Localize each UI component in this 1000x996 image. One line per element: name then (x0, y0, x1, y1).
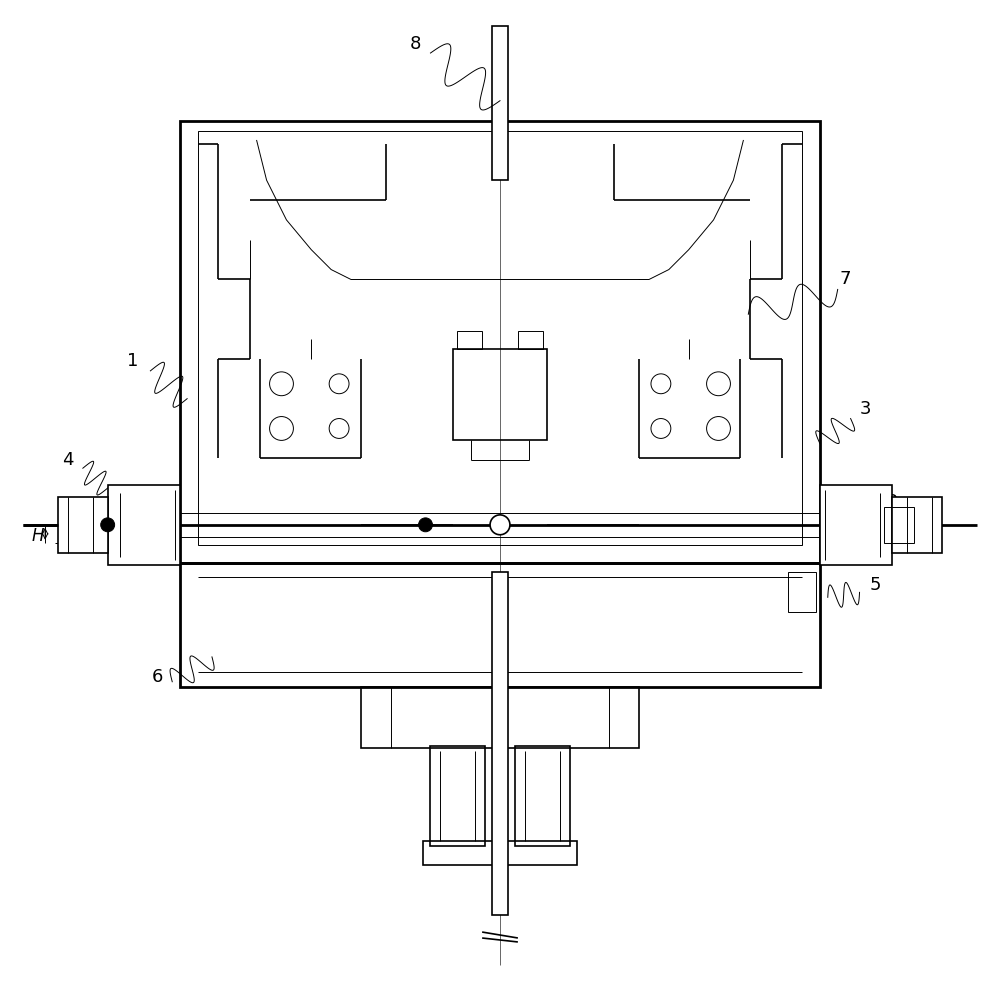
Bar (515, 746, 570, 846)
Text: 4: 4 (62, 451, 74, 469)
Bar (198, 130, 802, 545)
Bar (457, 331, 482, 349)
Bar (180, 563, 820, 686)
Bar (820, 485, 892, 565)
Circle shape (490, 515, 510, 535)
Bar (180, 121, 820, 563)
Bar (361, 686, 639, 748)
Bar (892, 497, 942, 553)
Text: 6: 6 (152, 667, 163, 686)
Circle shape (101, 518, 115, 532)
Text: 2: 2 (887, 493, 898, 511)
Bar (58, 497, 108, 553)
Text: 5: 5 (870, 577, 881, 595)
Circle shape (419, 518, 432, 532)
Bar (108, 485, 180, 565)
Bar (507, 841, 577, 866)
Bar (492, 26, 508, 180)
Text: 8: 8 (410, 35, 421, 53)
Text: 1: 1 (127, 352, 138, 370)
Bar (430, 746, 485, 846)
Bar (788, 573, 816, 613)
Bar (492, 573, 508, 915)
Bar (453, 349, 547, 440)
Text: 3: 3 (860, 399, 871, 417)
Bar (884, 507, 914, 543)
Text: 7: 7 (840, 271, 851, 289)
Text: H: H (32, 527, 44, 545)
Bar (423, 841, 493, 866)
Bar (518, 331, 543, 349)
